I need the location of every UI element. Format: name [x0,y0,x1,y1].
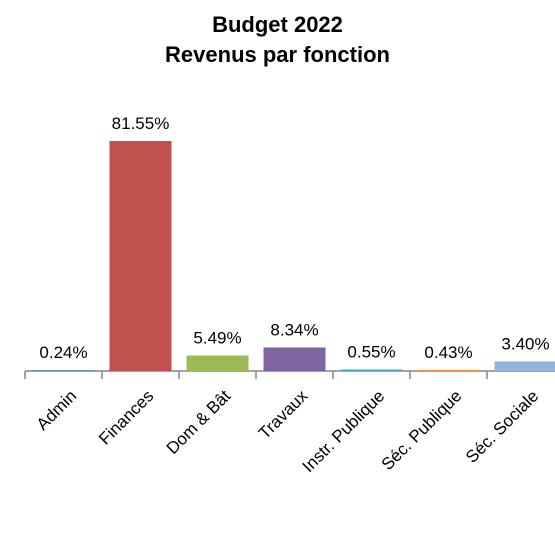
data-label: 8.34% [270,320,318,339]
data-label: 3.40% [501,334,549,353]
category-label: Dom & Bât [163,386,235,458]
bar [417,369,480,371]
bar [340,369,403,371]
bar [109,141,172,371]
bar [32,370,95,371]
category-label: Séc. Sociale [462,386,542,466]
bar [186,355,249,371]
category-label: Travaux [255,386,312,443]
data-label: 0.55% [347,342,395,361]
data-label: 81.55% [112,114,170,133]
category-label: Finances [95,386,157,448]
bar [494,361,555,371]
chart-title-line-1: Budget 2022 [212,12,343,37]
chart-title-line-2: Revenus par fonction [165,42,390,67]
category-label: Admin [33,386,81,434]
bar [263,347,326,371]
category-label: Instr. Publique [299,386,389,476]
category-label: Séc. Publique [378,386,466,474]
data-label: 0.24% [39,343,87,362]
data-label: 5.49% [193,329,241,348]
data-label: 0.43% [424,343,472,362]
